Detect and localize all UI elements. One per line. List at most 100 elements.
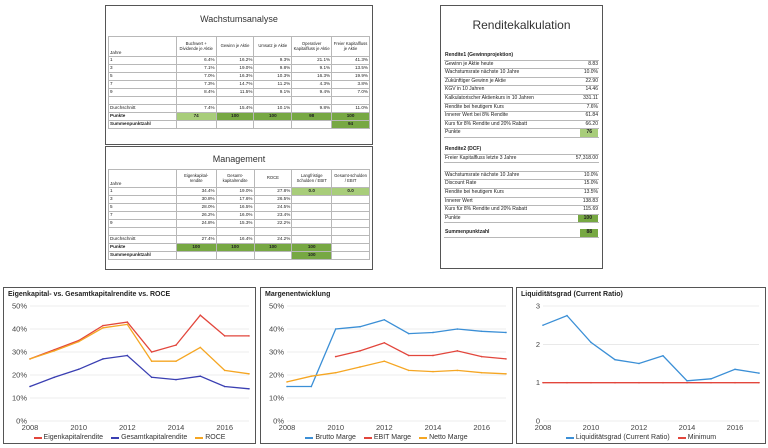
cell: 16.5% <box>215 203 255 212</box>
x-tick-label: 2008 <box>535 423 552 432</box>
cell: 9.3% <box>253 56 293 65</box>
chart-legend: Eigenkapitalrendite Gesamtkapitalrendite R… <box>4 434 255 441</box>
row-label: Innerer Wert <box>445 197 473 204</box>
data-point <box>614 358 616 361</box>
cell: 7 <box>108 80 177 89</box>
sum-row: Summenpunktzahl 100 <box>108 251 370 260</box>
data-point <box>334 355 337 358</box>
series-line <box>542 314 760 382</box>
cell: 13.5% <box>331 64 370 73</box>
legend-item: Minimum <box>677 434 717 441</box>
data-point <box>480 371 483 374</box>
points-label: Punkte <box>108 112 177 121</box>
data-point <box>77 340 80 343</box>
sum-label: Summenpunktzahl <box>108 120 177 129</box>
row-value: 10.0% <box>583 69 598 76</box>
cell: 7.0% <box>175 72 217 81</box>
cell: 6.4% <box>175 56 217 65</box>
data-point <box>248 373 250 375</box>
cell: 9.1% <box>291 64 333 73</box>
data-point <box>248 335 250 337</box>
points-cell: 74 <box>175 112 217 121</box>
legend-label: Eigenkapitalrendite <box>43 434 104 441</box>
legend-item: ROCE <box>195 434 225 441</box>
row-value: 76 <box>580 129 598 137</box>
cell: 24.5% <box>253 203 293 212</box>
header-cell: Gesamt-kapitalrendite <box>215 169 255 188</box>
cell: 16.3% <box>291 72 333 81</box>
x-tick-label: 2016 <box>473 423 490 432</box>
row-value: 61.84 <box>585 112 598 119</box>
data-point <box>29 358 31 360</box>
table-row: 3 7.1% 19.0% 9.8% 9.1% 13.5% <box>108 64 370 73</box>
row-label: Gewinn je Aktie heute <box>445 60 494 67</box>
data-point <box>407 332 410 335</box>
legend-label: Minimum <box>687 434 717 441</box>
header-cell: Buchwert + Dividende je Aktie <box>175 36 217 57</box>
cell: 1 <box>108 187 177 196</box>
series-line <box>29 323 250 375</box>
cell: 5 <box>108 72 177 81</box>
cell: 7.1% <box>175 64 217 73</box>
chart-svg: 0% 10% 20% 30% 40% 50% 2008 2010 2012 2014 2016 <box>12 302 250 432</box>
row-value: 14.46 <box>585 86 598 93</box>
data-point <box>383 342 386 344</box>
row-label: Kurs für 8% Rendite und 20% Rabatt <box>445 206 527 213</box>
rendite-row <box>444 163 599 172</box>
rendite-row: Innerer Wert bei 8% Rendite 61.84 <box>444 112 599 121</box>
header-cell: Gewinn je Aktie <box>215 36 255 57</box>
data-point <box>505 331 507 334</box>
row-label: Rendite1 (Gewinnprojektion) <box>445 52 514 58</box>
chart-legend: Brutto Marge EBIT Marge Netto Marge <box>261 434 512 441</box>
chart-liquiditaet: Liquiditätsgrad (Current Ratio) 0 1 2 3 2008… <box>516 287 766 444</box>
data-point <box>175 378 177 381</box>
header-cell: Jahre <box>108 36 177 57</box>
row-label: Summenpunktzahl <box>445 229 490 236</box>
spacer-row <box>108 227 370 236</box>
header-cell: Operativer Kapitalfluss je Aktie <box>291 36 333 57</box>
cell: 15.4% <box>215 104 255 113</box>
row-value: 57,318.00 <box>575 154 598 161</box>
row-value: 10.0% <box>583 171 598 178</box>
header-cell: Umsatz je Aktie <box>253 36 293 57</box>
cell: 7 <box>108 211 177 220</box>
cell: 5 <box>108 203 177 212</box>
data-point <box>710 378 712 380</box>
legend-swatch <box>565 436 574 439</box>
chart-title: Eigenkapital- vs. Gesamtkapitalrendite v… <box>8 291 171 298</box>
cell: 9.8% <box>253 64 293 73</box>
cell: 7.4% <box>175 104 217 113</box>
average-label: Durchschnitt <box>108 235 177 244</box>
cell: 41.3% <box>331 56 370 65</box>
y-tick-label: 0 <box>536 417 540 426</box>
wachstum-panel: Wachstumsanalyse Jahre Buchwert + Divide… <box>105 5 373 145</box>
data-point <box>286 381 288 383</box>
x-tick-label: 2010 <box>70 423 87 432</box>
data-point <box>734 368 736 371</box>
row-label: Wachstumsrate nächste 10 Jahre <box>445 69 520 76</box>
points-cell: 100 <box>253 112 293 121</box>
legend-label: Liquiditätsgrad (Current Ratio) <box>575 434 670 441</box>
y-tick-label: 50% <box>12 302 27 311</box>
y-tick-label: 2 <box>536 340 540 349</box>
sum-row: Summenpunktzahl 94 <box>108 120 370 129</box>
data-point <box>456 369 459 372</box>
series-line <box>286 360 507 383</box>
row-value: 88 <box>580 229 598 237</box>
cell: 14.7% <box>215 80 255 89</box>
y-tick-label: 0% <box>273 417 284 426</box>
cell: 11.0% <box>331 104 370 113</box>
points-cell: 100 <box>291 243 333 252</box>
row-label: Freier Kapitalfluss letzte 3 Jahre <box>445 154 517 161</box>
header-cell: ROCE <box>253 169 293 188</box>
legend-item: Eigenkapitalrendite <box>33 434 104 441</box>
data-point <box>102 358 104 360</box>
x-tick-label: 2012 <box>376 423 393 432</box>
management-title: Management <box>212 154 266 164</box>
x-tick-label: 2014 <box>679 423 696 432</box>
cell: 24.2% <box>253 235 293 244</box>
cell: 19.9% <box>331 72 370 81</box>
x-tick-label: 2010 <box>327 423 344 432</box>
data-point <box>566 314 568 317</box>
y-tick-label: 20% <box>269 371 284 380</box>
